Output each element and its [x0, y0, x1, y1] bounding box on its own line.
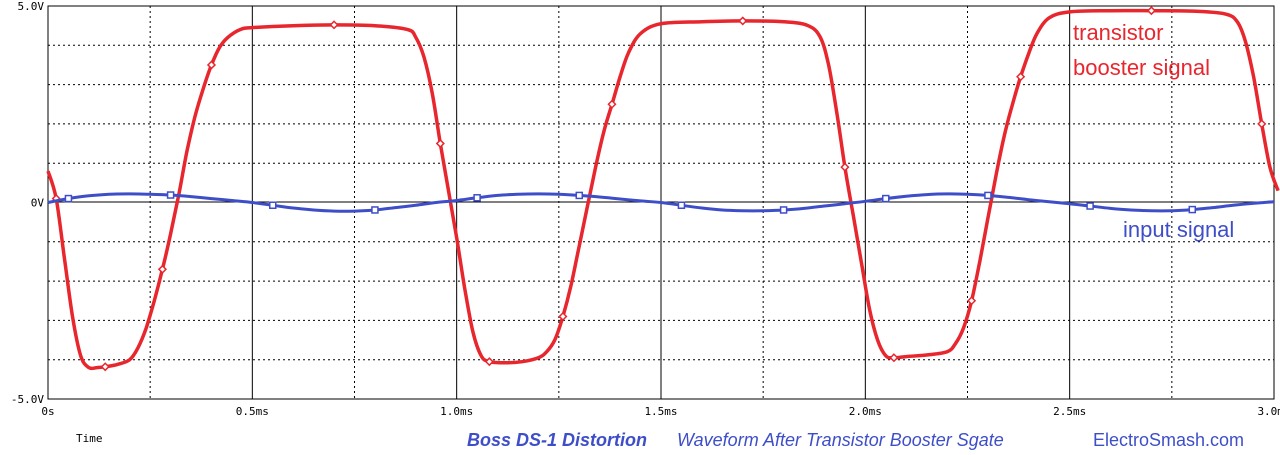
- data-point: [967, 296, 977, 306]
- data-point: [889, 353, 899, 363]
- caption-site: ElectroSmash.com: [1093, 430, 1244, 450]
- y-tick-label: 5.0V: [18, 0, 45, 13]
- data-point: [738, 16, 748, 26]
- data-point: [840, 162, 850, 172]
- x-tick-label: 1.0ms: [440, 405, 473, 418]
- tick-layer: 0s 0.5ms 1.0ms 1.5ms 2.0ms 2.5ms 3.0ms 5.0V 0V -5…: [11, 0, 1280, 418]
- data-point: [166, 191, 175, 199]
- data-point: [329, 20, 339, 30]
- data-point: [64, 194, 73, 203]
- data-point: [677, 201, 686, 210]
- data-point: [779, 206, 788, 214]
- data-point: [100, 362, 110, 372]
- x-tick-label: 0.5ms: [236, 405, 269, 418]
- data-point: [558, 311, 568, 322]
- y-tick-label: -5.0V: [11, 393, 44, 406]
- x-axis-label: Time: [76, 432, 103, 445]
- x-tick-label: 1.5ms: [644, 405, 677, 418]
- data-point: [1086, 202, 1094, 210]
- data-point: [1188, 205, 1197, 214]
- data-point: [157, 264, 167, 274]
- y-tick-label: 0V: [31, 197, 45, 210]
- series-line-1: [47, 192, 1275, 213]
- data-point: [1016, 72, 1026, 82]
- x-tick-label: 2.0ms: [849, 405, 882, 418]
- series-line-0: [46, 8, 1280, 371]
- data-point: [984, 191, 992, 200]
- data-point: [1257, 119, 1267, 129]
- x-tick-label: 2.5ms: [1053, 405, 1086, 418]
- data-point: [371, 206, 379, 214]
- annotation-transistor: transistor: [1073, 20, 1163, 45]
- data-point: [607, 99, 617, 109]
- data-point: [269, 201, 277, 210]
- x-tick-label: 0s: [41, 405, 54, 418]
- annotation-input-signal: input signal: [1123, 217, 1234, 242]
- x-tick-label: 3.0ms: [1257, 405, 1280, 418]
- data-point: [882, 194, 890, 203]
- data-point: [1146, 6, 1156, 16]
- annotation-booster-signal: booster signal: [1073, 55, 1210, 80]
- caption-title: Boss DS-1 Distortion: [467, 430, 647, 450]
- data-point: [473, 194, 481, 202]
- series-layer: [46, 6, 1280, 372]
- data-point: [575, 191, 584, 200]
- data-point: [206, 60, 217, 70]
- data-point: [484, 357, 494, 367]
- caption-subtitle: Waveform After Transistor Booster Sgate: [677, 430, 1004, 450]
- data-point: [435, 138, 445, 149]
